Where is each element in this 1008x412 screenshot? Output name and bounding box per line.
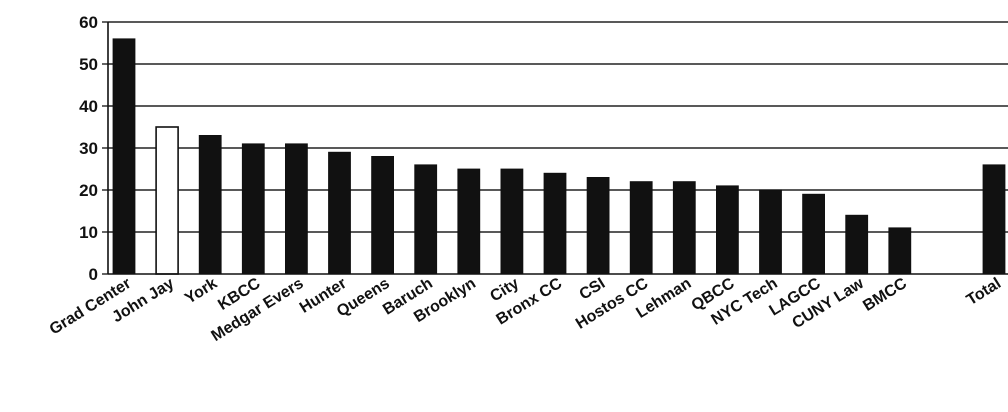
bar-bmcc xyxy=(888,227,912,275)
bar-total xyxy=(982,164,1006,275)
y-tick-label: 50 xyxy=(79,55,98,74)
y-tick-label: 20 xyxy=(79,181,98,200)
y-tick-label: 10 xyxy=(79,223,98,242)
bar-queens xyxy=(371,155,395,275)
bar-bronx-cc xyxy=(543,172,567,275)
bar-hostos-cc xyxy=(629,181,653,275)
bar-nyc-tech xyxy=(759,189,782,275)
bar-lagcc xyxy=(802,193,825,275)
bar-kbcc xyxy=(241,143,265,275)
bar-john-jay xyxy=(155,126,179,275)
y-axis-ticks: 0 10 20 30 40 50 60 xyxy=(79,13,108,284)
bar-medgar-evers xyxy=(284,143,308,275)
bar-city xyxy=(500,168,524,275)
bar-grad-center xyxy=(112,38,136,275)
bar-csi xyxy=(586,176,610,275)
x-category-label: York xyxy=(182,275,220,308)
y-tick-label: 40 xyxy=(79,97,98,116)
bar-baruch xyxy=(414,164,438,275)
bar-qbcc xyxy=(716,185,739,275)
x-category-label: Total xyxy=(964,275,1004,309)
bar-brooklyn xyxy=(457,168,481,275)
bar-hunter xyxy=(328,151,351,275)
bar-york xyxy=(198,134,222,275)
bar-lehman xyxy=(672,181,696,275)
y-tick-label: 60 xyxy=(79,13,98,32)
x-category-label: BMCC xyxy=(860,275,910,315)
bars xyxy=(112,38,1006,275)
y-tick-label: 0 xyxy=(89,265,98,284)
y-tick-label: 30 xyxy=(79,139,98,158)
bar-cuny-law xyxy=(845,214,869,275)
